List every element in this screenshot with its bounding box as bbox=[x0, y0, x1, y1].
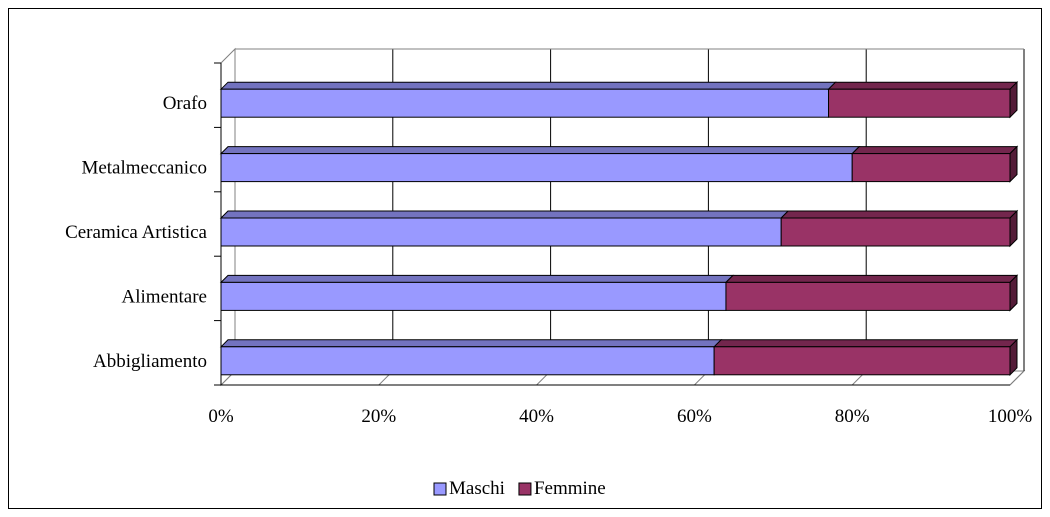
bar-maschi-ceramica-artistica bbox=[220, 217, 782, 247]
bar-femmine-metalmeccanico-side bbox=[1009, 145, 1018, 183]
bar-femmine-alimentare bbox=[725, 281, 1011, 311]
bar-femmine-alimentare-top bbox=[724, 274, 1019, 283]
x-tick-label: 80% bbox=[835, 406, 870, 427]
bar-maschi-orafo bbox=[220, 88, 830, 118]
category-label: Ceramica Artistica bbox=[65, 222, 207, 243]
x-tick-label: 100% bbox=[988, 406, 1033, 427]
bar-femmine-abbigliamento-top bbox=[712, 339, 1019, 348]
legend-label-femmine: Femmine bbox=[534, 478, 606, 499]
legend-swatch-maschi bbox=[433, 482, 447, 496]
bar-femmine-ceramica-artistica-side bbox=[1009, 209, 1018, 248]
x-tick-label: 40% bbox=[519, 406, 554, 427]
bar-maschi-orafo-top bbox=[219, 81, 837, 90]
bar-femmine-orafo-top bbox=[827, 81, 1019, 90]
bar-maschi-alimentare bbox=[220, 281, 727, 311]
legend-swatch-femmine bbox=[518, 482, 532, 496]
bar-femmine-orafo-side bbox=[1009, 80, 1018, 119]
bar-maschi-ceramica-artistica-top bbox=[219, 210, 790, 219]
bar-femmine-metalmeccanico bbox=[851, 153, 1011, 183]
x-tick-label: 0% bbox=[208, 406, 234, 427]
bar-maschi-abbigliamento bbox=[220, 346, 715, 376]
bar-femmine-ceramica-artistica-top bbox=[779, 210, 1019, 219]
bar-femmine-abbigliamento bbox=[713, 346, 1011, 376]
bar-femmine-alimentare-side bbox=[1009, 274, 1018, 312]
bar-maschi-metalmeccanico-top bbox=[219, 146, 861, 155]
legend-label-maschi: Maschi bbox=[449, 478, 505, 499]
category-label: Orafo bbox=[163, 93, 207, 114]
category-label: Alimentare bbox=[122, 286, 207, 307]
bar-femmine-metalmeccanico-top bbox=[850, 146, 1019, 155]
category-label: Metalmeccanico bbox=[81, 158, 207, 179]
bar-maschi-alimentare-top bbox=[219, 274, 735, 283]
category-label: Abbigliamento bbox=[93, 351, 207, 372]
x-tick-label: 20% bbox=[361, 406, 396, 427]
bar-maschi-abbigliamento-top bbox=[219, 339, 723, 348]
bar-maschi-metalmeccanico bbox=[220, 153, 853, 183]
bar-femmine-orafo bbox=[828, 88, 1011, 118]
bar-femmine-ceramica-artistica bbox=[780, 217, 1011, 247]
x-tick-label: 60% bbox=[677, 406, 712, 427]
floor-gridline bbox=[1009, 370, 1025, 386]
bar-femmine-abbigliamento-side bbox=[1009, 338, 1018, 377]
